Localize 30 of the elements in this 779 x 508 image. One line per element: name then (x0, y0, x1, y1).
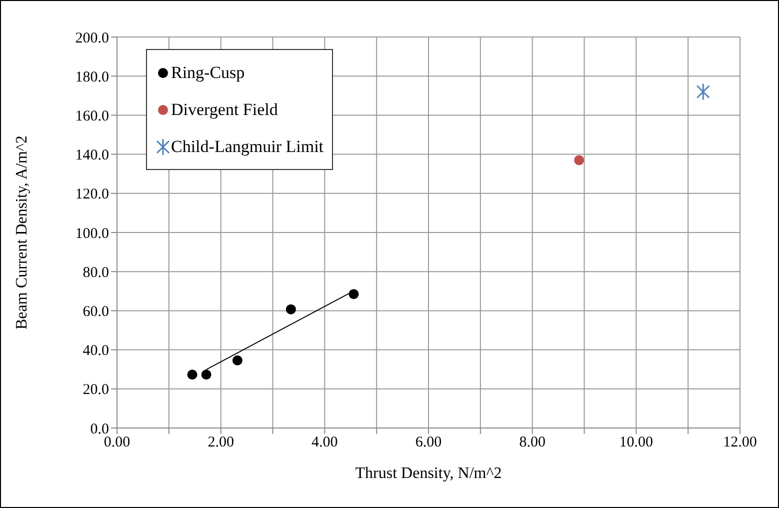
point (286, 304, 296, 314)
x-tick-label: 0.00 (104, 434, 130, 451)
point (574, 155, 584, 166)
y-axis-title: Beam Current Density, A/m^2 (14, 136, 31, 330)
point (348, 289, 359, 300)
y-tick-label: 20.0 (82, 382, 109, 398)
y-tick-label: 140.0 (75, 148, 109, 164)
point (201, 370, 212, 380)
y-tick-label: 160.0 (75, 108, 109, 125)
point (187, 370, 198, 380)
legend-label: Divergent Field (171, 99, 278, 121)
x-tick-label: 10.00 (619, 434, 654, 451)
legend-label: Child-Langmuir Limit (171, 136, 324, 158)
x-tick-label: 8.00 (519, 434, 546, 451)
x-tick-label: 2.00 (208, 434, 234, 451)
y-tick-label: 100.0 (75, 226, 109, 242)
y-tick-label: 120.0 (75, 186, 109, 203)
x-tick-label: 6.00 (415, 434, 442, 451)
y-tick-label: 40.0 (82, 343, 109, 360)
point (696, 82, 710, 100)
y-tick-label: 80.0 (82, 264, 109, 281)
legend-label: Ring-Cusp (171, 62, 245, 84)
y-tick-label: 0.0 (90, 421, 109, 438)
point (232, 355, 242, 366)
y-tick-label: 200.0 (75, 30, 109, 46)
y-tick-label: 60.0 (82, 304, 109, 320)
x-tick-label: 4.00 (312, 434, 338, 451)
x-tick-label: 12.00 (723, 434, 757, 451)
y-tick-label: 180.0 (75, 69, 109, 86)
x-axis-title: Thrust Density, N/m^2 (355, 465, 502, 482)
